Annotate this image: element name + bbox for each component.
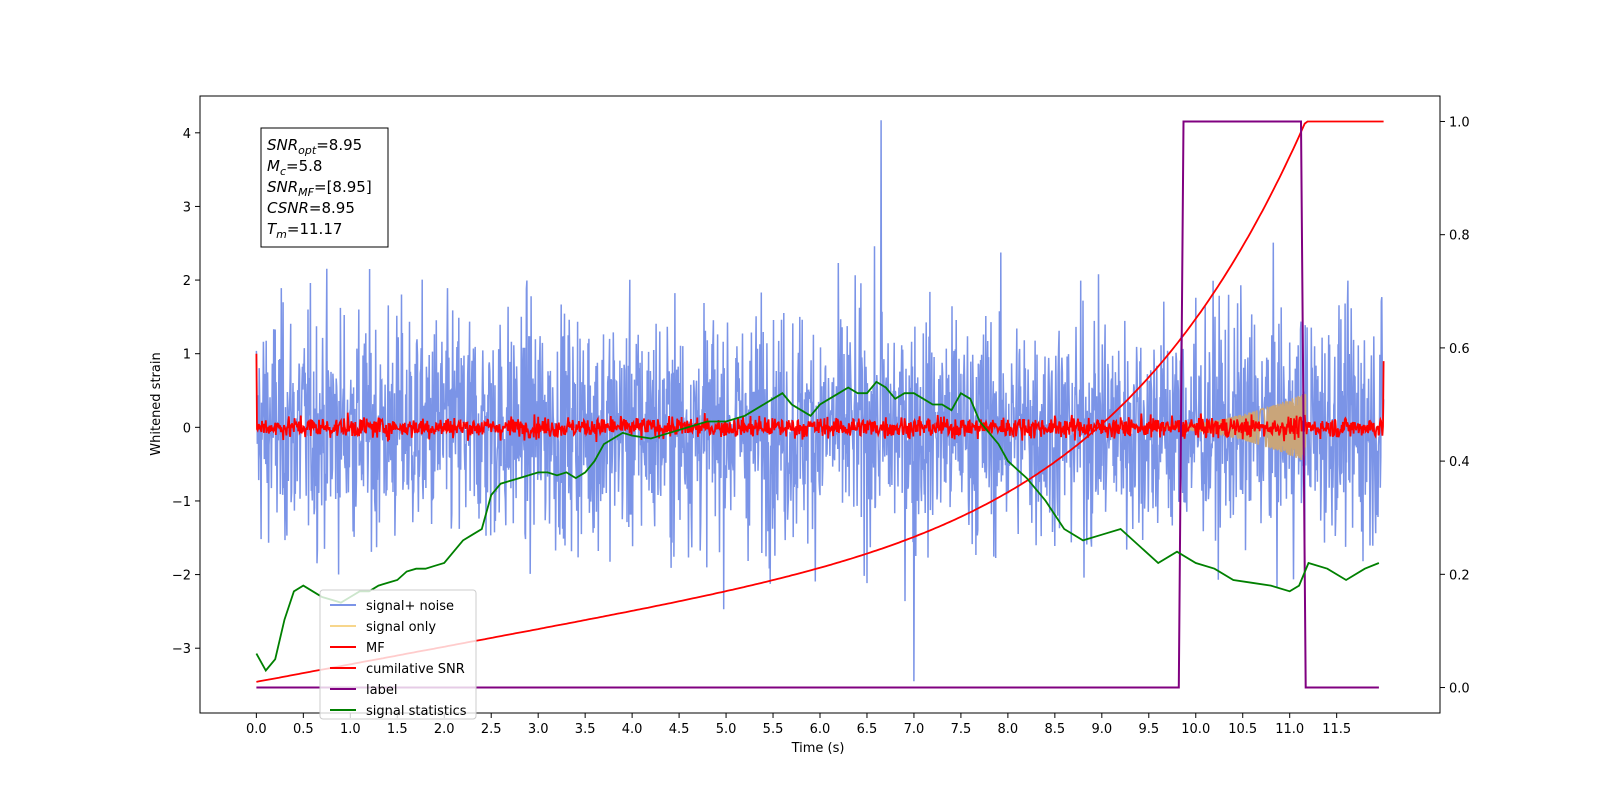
x-tick-label: 2.5 [481, 722, 502, 737]
y2-tick-label: 0.2 [1449, 568, 1470, 583]
series-mf [255, 353, 1385, 443]
x-tick-label: 6.5 [857, 722, 878, 737]
y-tick-label: 2 [183, 274, 191, 289]
y2-tick-label: 0.6 [1449, 342, 1470, 357]
x-tick-label: 1.0 [340, 722, 361, 737]
x-tick-label: 2.0 [434, 722, 455, 737]
legend-label: signal only [366, 620, 436, 635]
x-tick-label: 0.0 [246, 722, 267, 737]
x-tick-label: 6.0 [810, 722, 831, 737]
x-tick-label: 5.0 [716, 722, 737, 737]
series-label [256, 120, 1379, 689]
x-tick-label: 11.0 [1275, 722, 1304, 737]
x-tick-label: 8.5 [1045, 722, 1066, 737]
x-tick-label: 10.5 [1228, 722, 1257, 737]
legend-label: cumilative SNR [366, 662, 465, 677]
y2-tick-label: 1.0 [1449, 115, 1470, 130]
y-axis-right: 0.0 0.2 0.4 0.6 0.8 1.0 [1440, 115, 1470, 697]
y-tick-label: 4 [183, 127, 191, 142]
x-axis-label: Time (s) [791, 741, 845, 756]
y-tick-label: 3 [183, 200, 191, 215]
x-tick-label: 8.0 [998, 722, 1019, 737]
y-axis-left: −3 −2 −1 0 1 2 3 4 [172, 127, 200, 657]
x-tick-label: 3.5 [575, 722, 596, 737]
y-tick-label: 0 [183, 421, 191, 436]
x-tick-label: 1.5 [387, 722, 408, 737]
y-tick-label: 1 [183, 348, 191, 363]
legend-label: label [366, 683, 397, 698]
y-tick-label: −3 [172, 642, 191, 657]
y-tick-label: −1 [172, 495, 191, 510]
legend: signal+ noise signal only MF cumilative SNR… [319, 589, 477, 720]
x-tick-label: 5.5 [763, 722, 784, 737]
x-tick-label: 7.0 [904, 722, 925, 737]
y2-tick-label: 0.4 [1449, 455, 1470, 470]
x-tick-label: 0.5 [293, 722, 314, 737]
annotation-line: Mc=5.8 [267, 157, 322, 178]
annotation-line: CSNR=8.95 [267, 199, 355, 217]
series-signal-statistics [255, 380, 1380, 673]
x-axis: 0.0 0.5 1.0 1.5 2.0 2.5 3.0 3.5 4.0 4.5 5.0 5.5 6.0 6… [246, 713, 1351, 737]
y2-tick-label: 0.8 [1449, 229, 1470, 244]
legend-label: signal statistics [366, 704, 467, 719]
x-tick-label: 9.5 [1138, 722, 1159, 737]
series-signal-noise [255, 120, 1385, 682]
legend-label: MF [366, 641, 385, 656]
annotation-line: Tm=11.17 [267, 220, 342, 241]
x-tick-label: 10.0 [1181, 722, 1210, 737]
y2-tick-label: 0.0 [1449, 682, 1470, 697]
legend-label: signal+ noise [366, 599, 454, 614]
x-tick-label: 3.0 [528, 722, 549, 737]
y-axis-label: Whitened strain [149, 352, 164, 455]
y-tick-label: −2 [172, 569, 191, 584]
x-tick-label: 11.5 [1322, 722, 1351, 737]
x-tick-label: 4.5 [669, 722, 690, 737]
x-tick-label: 9.0 [1091, 722, 1112, 737]
x-tick-label: 7.5 [951, 722, 972, 737]
annotation-line: SNRopt=8.95 [267, 136, 362, 157]
x-tick-label: 4.0 [622, 722, 643, 737]
annotation-line: SNRMF=[8.95] [267, 178, 372, 199]
